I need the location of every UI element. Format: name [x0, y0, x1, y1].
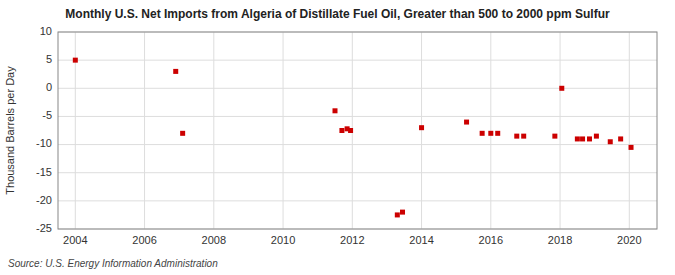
point	[629, 145, 634, 150]
point	[608, 139, 613, 144]
grid	[58, 32, 657, 229]
point	[514, 134, 519, 139]
x-tick-label: 2012	[340, 234, 364, 246]
y-tick-label: -15	[36, 166, 52, 178]
point	[594, 134, 599, 139]
x-grid-line	[213, 32, 214, 229]
point	[521, 134, 526, 139]
point	[559, 86, 564, 91]
x-grid-line	[490, 32, 491, 229]
x-grid-line	[283, 32, 284, 229]
x-tick-label: 2014	[409, 234, 433, 246]
plot-frame	[58, 32, 657, 229]
point	[488, 131, 493, 136]
point	[464, 120, 469, 125]
point	[180, 131, 185, 136]
x-grid-line	[629, 32, 630, 229]
x-tick-label: 2004	[63, 234, 87, 246]
point	[348, 128, 353, 133]
y-grid-line	[58, 116, 657, 117]
point	[400, 210, 405, 215]
point	[587, 136, 592, 141]
x-tick-label: 2016	[479, 234, 503, 246]
title: Monthly U.S. Net Imports from Algeria of…	[65, 7, 610, 21]
y-grid-line	[58, 172, 657, 173]
point	[173, 69, 178, 74]
y-tick-label: -10	[36, 137, 52, 149]
y-tick-label: 0	[46, 81, 52, 93]
y-tick-label: -25	[36, 222, 52, 234]
x-grid-line	[421, 32, 422, 229]
point	[419, 125, 424, 130]
x-tick-label: 2010	[271, 234, 295, 246]
y-tick-label: 5	[46, 53, 52, 65]
tick-labels: -25 -20 -15 -10 -5 0 5 10 2004 2006 2008 2010 2012 20…	[36, 25, 641, 246]
y-grid-line	[58, 200, 657, 201]
x-tick-label: 2020	[617, 234, 641, 246]
point	[552, 134, 557, 139]
source-note: Source: U.S. Energy Information Administ…	[8, 258, 218, 269]
y-tick-label: -5	[42, 109, 52, 121]
x-tick-label: 2006	[132, 234, 156, 246]
y-grid-line	[58, 144, 657, 145]
point	[332, 108, 337, 113]
point	[395, 212, 400, 217]
point	[73, 58, 78, 63]
y-grid-line	[58, 60, 657, 61]
y-tick-label: 10	[40, 25, 52, 37]
point	[575, 136, 580, 141]
x-grid-line	[144, 32, 145, 229]
y-tick-label: -20	[36, 194, 52, 206]
y-axis-label: Thousand Barrels per Day	[4, 66, 16, 195]
x-tick-label: 2018	[548, 234, 572, 246]
x-tick-label: 2008	[202, 234, 226, 246]
point	[580, 136, 585, 141]
points	[73, 58, 634, 218]
y-grid-line	[58, 88, 657, 89]
chart: -25 -20 -15 -10 -5 0 5 10 2004 2006 2008 2010 2012 20…	[0, 0, 675, 275]
point	[339, 128, 344, 133]
point	[495, 131, 500, 136]
point	[480, 131, 485, 136]
point	[618, 136, 623, 141]
x-grid-line	[560, 32, 561, 229]
